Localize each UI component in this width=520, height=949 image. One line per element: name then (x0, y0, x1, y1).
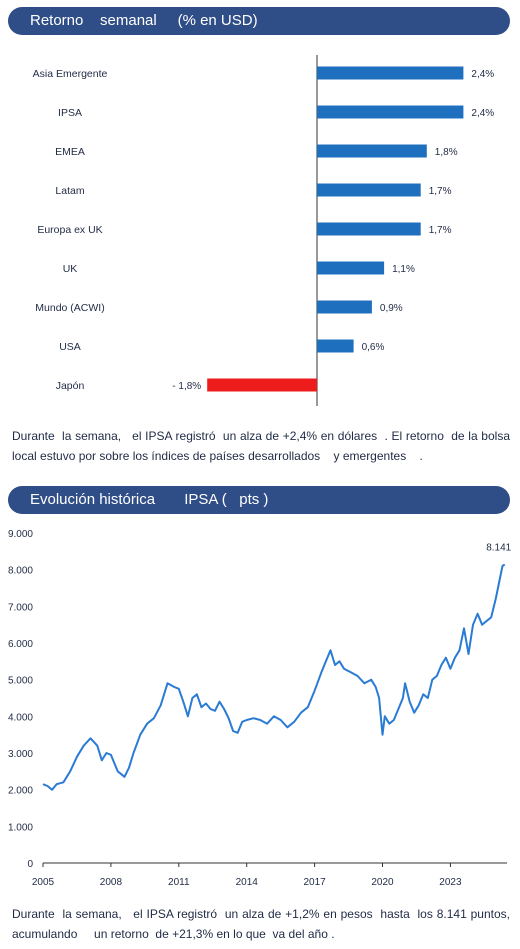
y-tick-label: 5.000 (8, 676, 33, 687)
y-tick-label: 2.000 (8, 786, 33, 797)
bar (207, 378, 317, 392)
bar (317, 105, 464, 119)
weekly-return-caption: Durante la semana, el IPSA registró un a… (12, 429, 514, 463)
bar-category-label: USA (59, 341, 81, 353)
ipsa-series-line (42, 563, 506, 791)
x-tick-label: 2011 (168, 877, 190, 888)
y-tick-label: 3.000 (8, 749, 33, 760)
x-tick-label: 2014 (236, 877, 259, 888)
weekly-return-bar-chart: Asia Emergente 2,4% IPSA 2,4% EMEA 1,8% Latam 1… (33, 55, 494, 406)
bar-value-label: 0,6% (362, 342, 385, 353)
bar-value-label: 0,9% (380, 303, 403, 314)
y-tick-label: 6.000 (8, 639, 33, 650)
bar-category-label: Latam (55, 185, 84, 197)
bar-category-label: EMEA (55, 146, 85, 158)
x-tick-label: 2008 (100, 877, 123, 888)
x-tick-label: 2020 (371, 877, 394, 888)
bar-value-label: - 1,8% (172, 381, 201, 392)
bar (317, 66, 464, 80)
bar (317, 144, 427, 158)
bar-value-label: 1,8% (435, 147, 458, 158)
bar (317, 222, 421, 236)
ipsa-history-line-chart: 0 1.000 2.000 3.000 4.000 5.000 6.000 7.000 8.00… (8, 529, 512, 888)
bar-category-label: Japón (56, 380, 85, 392)
bar (317, 261, 385, 275)
x-tick-label: 2023 (439, 877, 462, 888)
y-tick-label: 8.000 (8, 566, 33, 577)
bar-value-label: 2,4% (471, 69, 494, 80)
y-tick-label: 7.000 (8, 602, 33, 613)
bar-category-label: Europa ex UK (37, 224, 102, 236)
bar-category-label: Asia Emergente (33, 68, 108, 80)
bar (317, 183, 421, 197)
bar-value-label: 2,4% (471, 108, 494, 119)
bar-value-label: 1,7% (429, 186, 452, 197)
bar (317, 339, 354, 353)
bar (317, 300, 372, 314)
bar-category-label: UK (63, 263, 78, 275)
last-value-label: 8.141 (486, 542, 511, 553)
y-tick-label: 1.000 (8, 822, 33, 833)
y-tick-label: 4.000 (8, 712, 33, 723)
ipsa-history-header: Evolución histórica IPSA ( pts ) (8, 486, 510, 514)
bar-category-label: IPSA (58, 107, 82, 119)
y-tick-label: 0 (27, 859, 33, 870)
ipsa-history-caption: Durante la semana, el IPSA registró un a… (12, 907, 514, 941)
x-tick-label: 2005 (32, 877, 55, 888)
weekly-return-header: Retorno semanal (% en USD) (8, 7, 510, 35)
x-tick-label: 2017 (303, 877, 326, 888)
bar-category-label: Mundo (ACWI) (35, 302, 104, 314)
y-tick-label: 9.000 (8, 529, 33, 540)
bar-value-label: 1,1% (392, 264, 415, 275)
bar-value-label: 1,7% (429, 225, 452, 236)
